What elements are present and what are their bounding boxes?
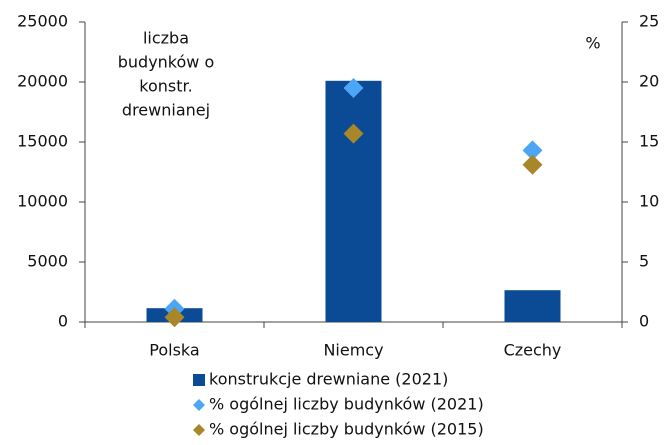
annotation: drewnianej xyxy=(122,101,210,120)
y2-tick-label: 15 xyxy=(639,132,659,151)
x-tick-label: Niemcy xyxy=(323,341,383,360)
diamond-marker xyxy=(343,78,364,98)
y-tick-label: 25000 xyxy=(17,12,68,31)
annotation: budynków o xyxy=(118,53,215,72)
y-tick-label: 5000 xyxy=(27,252,68,271)
y2-label: % xyxy=(585,34,600,53)
annotation: liczba xyxy=(143,29,189,48)
legend-label: konstrukcje drewniane (2021) xyxy=(209,370,448,389)
y-tick-label: 10000 xyxy=(17,192,68,211)
y2-tick-label: 25 xyxy=(639,12,659,31)
y2-tick-label: 5 xyxy=(639,252,649,271)
diamond-marker xyxy=(343,123,364,144)
x-tick-label: Polska xyxy=(149,341,199,360)
annotation: konstr. xyxy=(139,77,192,96)
bar xyxy=(325,80,382,322)
diamond-marker xyxy=(164,307,185,328)
bar xyxy=(504,290,561,322)
legend-swatch xyxy=(193,399,205,411)
y2-tick-label: 20 xyxy=(639,72,659,91)
legend-swatch xyxy=(193,424,205,436)
y2-tick-label: 10 xyxy=(639,192,659,211)
y-tick-label: 0 xyxy=(58,312,68,331)
legend-label: % ogólnej liczby budynków (2015) xyxy=(209,420,484,439)
diamond-marker xyxy=(522,154,543,175)
legend-swatch xyxy=(193,374,205,386)
x-tick-label: Czechy xyxy=(504,341,562,360)
y2-tick-label: 0 xyxy=(639,312,649,331)
y-tick-label: 20000 xyxy=(17,72,68,91)
diamond-marker xyxy=(522,140,543,161)
y-tick-label: 15000 xyxy=(17,132,68,151)
legend-label: % ogólnej liczby budynków (2021) xyxy=(209,395,484,414)
